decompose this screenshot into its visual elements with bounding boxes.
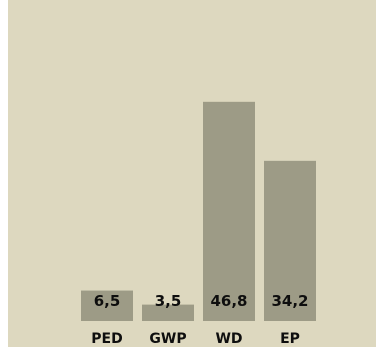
value-label-gwp: 3,5 <box>155 292 182 310</box>
bar-wd <box>203 101 255 321</box>
value-label-ep: 34,2 <box>271 292 308 310</box>
category-label-gwp: GWP <box>149 331 186 347</box>
value-label-ped: 6,5 <box>94 292 121 310</box>
bar-chart: 6,5 PED 3,5 GWP 46,8 WD 34,2 EP <box>81 101 316 347</box>
bar-ped <box>81 290 133 321</box>
value-label-wd: 46,8 <box>210 292 247 310</box>
bar-ep <box>264 160 316 321</box>
category-label-ped: PED <box>91 331 122 347</box>
category-label-wd: WD <box>215 331 242 347</box>
bar-gwp <box>142 304 194 321</box>
chart-frame: 6,5 PED 3,5 GWP 46,8 WD 34,2 EP <box>8 0 376 347</box>
category-label-ep: EP <box>280 331 300 347</box>
